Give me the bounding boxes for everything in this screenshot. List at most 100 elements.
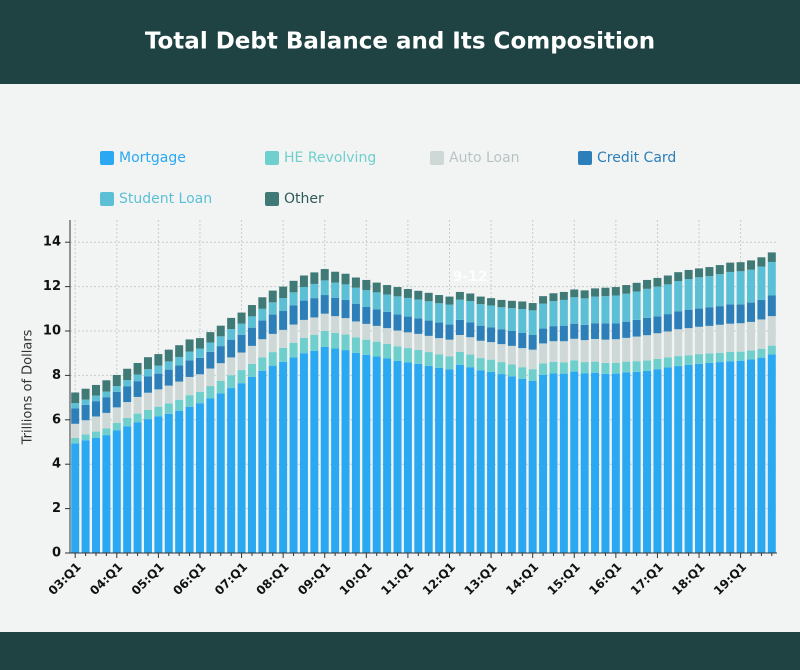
bar-segment [726, 304, 735, 324]
bar-segment [487, 305, 496, 328]
bar-segment [705, 325, 714, 354]
bar-segment [497, 329, 506, 345]
bar-segment [123, 386, 132, 403]
legend-swatch [100, 192, 114, 206]
y-tick-label: 14 [43, 235, 61, 250]
bar-segment [320, 280, 329, 296]
y-tick-label: 8 [52, 368, 61, 383]
bar-segment [185, 376, 194, 396]
bar-segment [663, 331, 672, 358]
bar-segment [424, 320, 433, 336]
bar-segment [123, 368, 132, 381]
bar-segment [81, 440, 90, 553]
bar-segment [622, 337, 631, 362]
bar-segment [757, 257, 766, 267]
bar-segment [632, 282, 641, 292]
bar-segment [71, 408, 80, 424]
bar-segment [372, 309, 381, 326]
bar-segment [684, 355, 693, 365]
bar-segment [487, 342, 496, 360]
bar-segment [424, 365, 433, 553]
bar-segment [247, 376, 256, 553]
bar-segment [591, 338, 600, 362]
bar-segment [674, 311, 683, 330]
bar-segment [341, 284, 350, 300]
bar-segment [435, 303, 444, 323]
bar-segment [591, 361, 600, 373]
bar-segment [362, 307, 371, 324]
bar-segment [580, 362, 589, 374]
bar-segment [653, 369, 662, 553]
bar-segment [403, 332, 412, 349]
bar-segment [414, 363, 423, 553]
bar-segment [528, 310, 537, 335]
bar-segment [507, 331, 516, 346]
bar-segment [653, 316, 662, 334]
bar-segment [123, 380, 132, 387]
bar-segment [383, 343, 392, 359]
bar-segment [611, 287, 620, 296]
bar-segment [320, 346, 329, 553]
header [0, 0, 800, 84]
bar-segment [559, 362, 568, 374]
bar-segment [289, 292, 298, 306]
bar-segment [549, 361, 558, 374]
bar-segment [393, 360, 402, 553]
bar-segment [705, 307, 714, 326]
bar-segment [559, 291, 568, 300]
bar-segment [143, 392, 152, 410]
bar-segment [715, 265, 724, 275]
bar-segment [247, 316, 256, 328]
bar-segment [289, 342, 298, 358]
bar-segment [705, 353, 714, 363]
bar-segment [154, 373, 163, 390]
bar-segment [507, 300, 516, 309]
bar-segment [497, 362, 506, 375]
bar-segment [289, 324, 298, 343]
bar-segment [216, 325, 225, 337]
bar-segment [299, 319, 308, 338]
bar-segment [143, 357, 152, 370]
bar-segment [289, 357, 298, 553]
bar-segment [695, 326, 704, 355]
bar-segment [195, 348, 204, 358]
bar-segment [445, 339, 454, 357]
bar-segment [227, 317, 236, 330]
bar-segment [216, 393, 225, 553]
bar-segment [143, 369, 152, 377]
bar-segment [414, 318, 423, 334]
bar-segment [601, 323, 610, 340]
bar-segment [216, 380, 225, 394]
bar-segment [549, 326, 558, 342]
bar-segment [383, 294, 392, 312]
bar-segment [112, 430, 121, 553]
bar-segment [383, 328, 392, 344]
bar-segment [695, 363, 704, 553]
bar-segment [528, 380, 537, 553]
bar-segment [466, 354, 475, 368]
bar-segment [102, 397, 111, 413]
bar-segment [81, 434, 90, 441]
bar-segment [487, 371, 496, 553]
bar-segment [206, 342, 215, 352]
bar-segment [227, 329, 236, 340]
bar-segment [403, 297, 412, 317]
legend-label: Auto Loan [449, 150, 520, 166]
bar-segment [549, 341, 558, 362]
bar-segment [112, 391, 121, 408]
bar-segment [455, 351, 464, 365]
bar-segment [258, 297, 267, 309]
bar-segment [331, 297, 340, 317]
bar-segment [383, 285, 392, 295]
bar-segment [341, 299, 350, 319]
bar-segment [455, 364, 464, 553]
bar-segment [549, 293, 558, 302]
bar-segment [279, 347, 288, 362]
bar-segment [268, 333, 277, 353]
bar-segment [143, 409, 152, 420]
bar-segment [653, 358, 662, 370]
bar-segment [695, 268, 704, 278]
bar-segment [414, 290, 423, 300]
bar-segment [757, 357, 766, 553]
bar-segment [341, 334, 350, 351]
